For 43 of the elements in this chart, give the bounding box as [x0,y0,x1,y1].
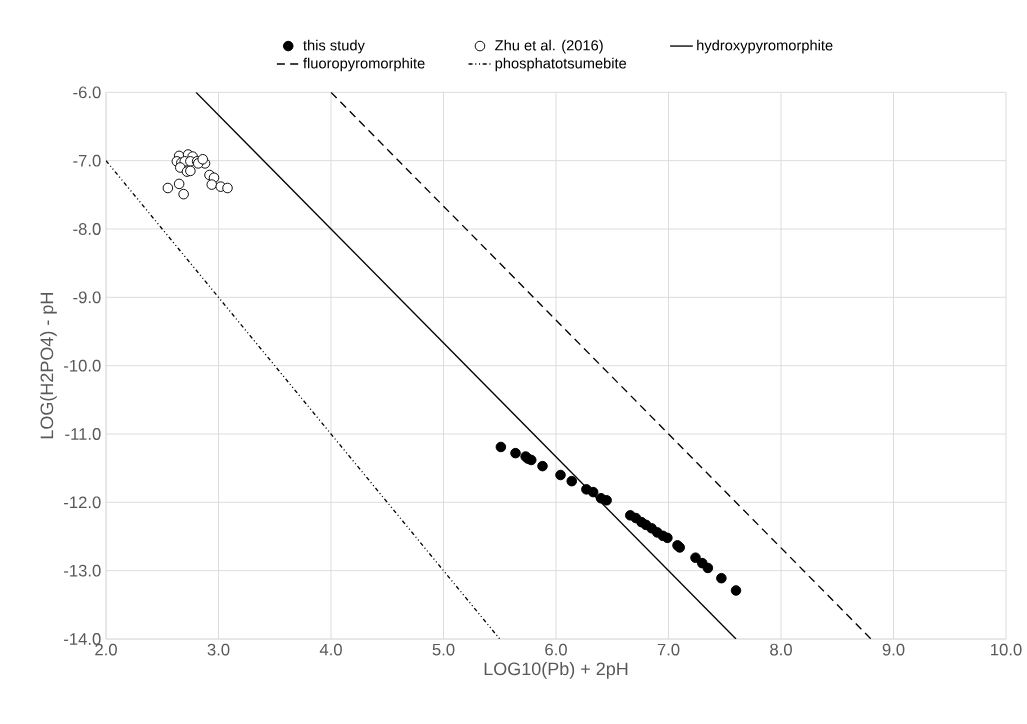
point [185,165,196,177]
legend-label: hydroxypyromorphite [697,39,833,54]
y-tick-label: -6.0 [73,86,101,99]
point [702,562,714,574]
legend-label: phosphatotsumebite [495,57,627,72]
x-tick-label: 6.0 [545,643,567,656]
point [555,469,566,481]
legend-label: Zhu et al. (2016) [495,39,603,54]
legend-label: fluoropyromorphite [303,57,425,72]
point [495,441,507,453]
point [537,460,548,472]
x-tick-label: 5.0 [432,643,455,656]
y-tick-label: -14.0 [64,633,101,645]
y-tick-label: -8.0 [73,223,101,235]
y-tick-label: -11.0 [65,428,101,440]
point [178,188,189,200]
x-tick-label: 8.0 [770,643,792,656]
x-tick-label: 3.0 [207,643,230,656]
point [173,178,185,190]
point [690,552,701,563]
point [566,475,578,487]
legend-label: this study [303,39,365,54]
point [716,572,727,584]
y-tick-label: -7.0 [73,154,101,167]
point [730,585,742,596]
point [197,154,209,165]
x-axis-title: LOG10(Pb) + 2pH [484,661,628,679]
point [601,495,612,506]
point [222,182,233,194]
x-tick-label: 2.0 [95,643,117,656]
y-tick-label: -13.0 [64,564,101,577]
x-tick-label: 7.0 [657,643,680,656]
y-tick-label: -9.0 [73,291,101,304]
y-axis-title: LOG(H2PO4) - pH [40,293,57,439]
point [206,179,218,190]
y-tick-label: -12.0 [64,496,101,509]
point [510,447,521,459]
x-tick-label: 9.0 [882,643,905,656]
y-tick-label: -10.0 [64,359,101,372]
x-tick-label: 4.0 [319,643,342,656]
x-tick-label: 10.0 [991,643,1022,656]
point [662,532,673,544]
point [162,182,174,194]
